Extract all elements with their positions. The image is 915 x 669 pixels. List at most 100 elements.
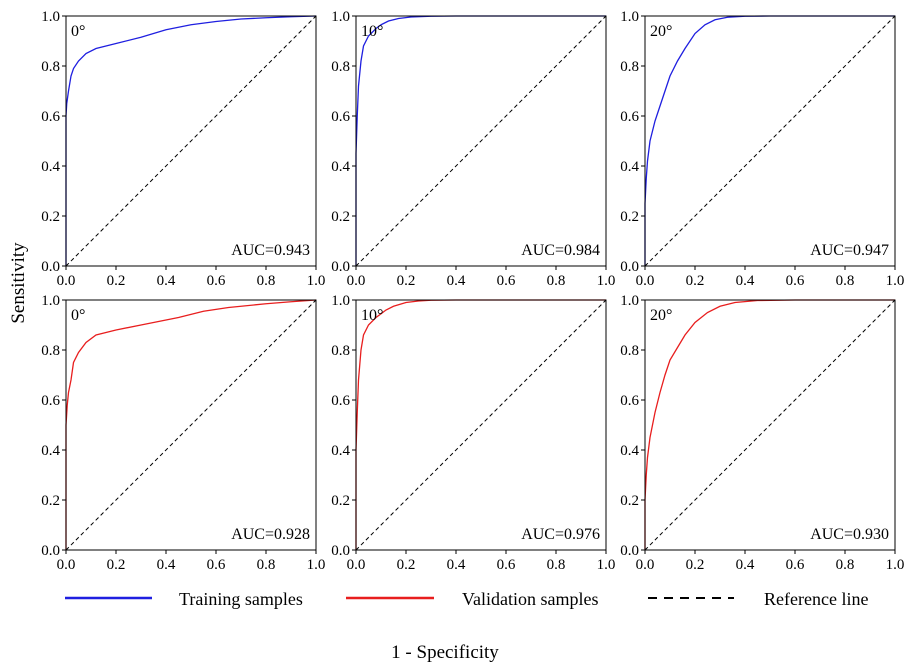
- reference-line-training-10: [355, 15, 607, 267]
- x-tick-label: 0.2: [686, 273, 705, 289]
- roc-panel-training-20: 0.0 0.2 0.4 0.6 0.8 1.0 0.0 0.2 0.4 0.6 0.8 1.0 20° A…: [620, 9, 904, 289]
- x-tick-label: 0.4: [736, 557, 755, 573]
- x-axis-label: 1 - Specificity: [391, 642, 499, 663]
- x-tick-label: 0.8: [257, 273, 276, 289]
- y-tick-label: 0.0: [331, 543, 350, 559]
- y-tick-label: 1.0: [620, 9, 639, 25]
- x-tick-label: 0.0: [636, 557, 655, 573]
- panels-group: 0.0 0.2 0.4 0.6 0.8 1.00.00.20.40.60.81.00°AU…: [41, 9, 904, 573]
- roc-panel-training-0: 0.0 0.2 0.4 0.6 0.8 1.0 0.0 0.2 0.4 0.6 0.8 1.0 0° AU…: [41, 9, 325, 289]
- auc-label: AUC=0.928: [231, 526, 310, 543]
- x-tick-label: 0.6: [786, 557, 805, 573]
- x-tick-label: 0.6: [207, 557, 226, 573]
- y-tick-label: 0.8: [331, 59, 350, 75]
- panel-angle-label: 0°: [71, 23, 85, 40]
- x-tick-label: 1.0: [307, 557, 326, 573]
- plot-frame: [355, 15, 607, 267]
- y-tick-label: 0.4: [620, 443, 639, 459]
- y-tick-label: 0.8: [331, 343, 350, 359]
- y-tick-label: 0.4: [41, 443, 60, 459]
- x-tick-label: 1.0: [597, 557, 616, 573]
- roc-panel-validation-20: 0.0 0.2 0.4 0.6 0.8 1.0 0.0 0.2 0.4 0.6 0.8 1.0 20° A…: [620, 293, 904, 573]
- y-tick-label: 0.6: [620, 393, 639, 409]
- panel-angle-label: 10°: [361, 23, 383, 40]
- legend-label-validation: Validation samples: [462, 589, 598, 609]
- x-tick-label: 0.8: [547, 557, 566, 573]
- x-tick-label: 0.2: [397, 557, 416, 573]
- x-tick-label: 0.6: [497, 557, 516, 573]
- roc-panel-validation-10: 0.0 0.2 0.4 0.6 0.8 1.0 0.0 0.2 0.4 0.6 0.8 1.0 10° A…: [331, 293, 615, 573]
- x-tick-label: 0.0: [57, 273, 76, 289]
- y-tick-label: 0.2: [331, 209, 350, 225]
- y-tick-label: 0.2: [41, 493, 60, 509]
- x-tick-label: 0.2: [107, 273, 126, 289]
- roc-curve-validation-0: [65, 299, 317, 550]
- x-tick-label: 0.8: [547, 273, 566, 289]
- y-tick-label: 0.6: [41, 109, 60, 125]
- panel-angle-label: 0°: [71, 307, 85, 324]
- panel-angle-label: 10°: [361, 307, 383, 324]
- auc-label: AUC=0.976: [521, 526, 600, 543]
- y-tick-label: 1.0: [331, 293, 350, 309]
- y-tick-label: 0.6: [41, 393, 60, 409]
- roc-curve-training-0: [65, 15, 317, 266]
- x-tick-label: 1.0: [597, 273, 616, 289]
- x-tick-label: 0.2: [107, 557, 126, 573]
- plot-frame: [65, 15, 317, 267]
- y-tick-label: 1.0: [620, 293, 639, 309]
- y-tick-label: 0.0: [41, 543, 60, 559]
- x-tick-label: 0.2: [686, 557, 705, 573]
- y-tick-label: 0.6: [620, 109, 639, 125]
- x-tick-label: 1.0: [307, 273, 326, 289]
- reference-line-training-20: [644, 15, 896, 267]
- auc-label: AUC=0.947: [810, 242, 889, 259]
- x-tick-label: 0.0: [347, 273, 366, 289]
- y-tick-label: 1.0: [331, 9, 350, 25]
- x-tick-label: 0.0: [636, 273, 655, 289]
- auc-label: AUC=0.930: [810, 526, 889, 543]
- legend-label-reference: Reference line: [764, 589, 868, 609]
- y-tick-label: 1.0: [41, 9, 60, 25]
- x-tick-label: 0.4: [157, 273, 176, 289]
- y-tick-label: 0.8: [41, 59, 60, 75]
- auc-label: AUC=0.984: [521, 242, 600, 259]
- y-tick-label: 0.4: [41, 159, 60, 175]
- reference-line-validation-0: [65, 299, 317, 551]
- auc-label: AUC=0.943: [231, 242, 310, 259]
- y-tick-label: 0.2: [620, 493, 639, 509]
- x-tick-label: 0.6: [497, 273, 516, 289]
- y-tick-label: 0.2: [331, 493, 350, 509]
- y-tick-label: 0.6: [331, 393, 350, 409]
- y-tick-label: 0.4: [620, 159, 639, 175]
- y-tick-label: 0.4: [331, 159, 350, 175]
- x-tick-label: 0.6: [207, 273, 226, 289]
- x-tick-label: 0.4: [157, 557, 176, 573]
- y-tick-label: 1.0: [41, 293, 60, 309]
- x-tick-label: 0.6: [786, 273, 805, 289]
- x-tick-label: 0.4: [736, 273, 755, 289]
- y-tick-label: 0.6: [331, 109, 350, 125]
- y-tick-label: 0.8: [620, 343, 639, 359]
- roc-curve-validation-20: [644, 299, 895, 550]
- roc-panel-training-10: 0.0 0.2 0.4 0.6 0.8 1.0 0.0 0.2 0.4 0.6 0.8 1.0 10° A…: [331, 9, 615, 289]
- y-tick-label: 0.8: [620, 59, 639, 75]
- y-tick-label: 0.0: [620, 543, 639, 559]
- y-tick-label: 0.8: [41, 343, 60, 359]
- panel-angle-label: 20°: [650, 307, 672, 324]
- y-axis-label: Sensitivity: [8, 242, 29, 324]
- legend: Training samples Validation samples Refe…: [65, 589, 868, 609]
- y-tick-label: 0.0: [620, 259, 639, 275]
- x-tick-label: 0.8: [836, 557, 855, 573]
- x-tick-label: 0.2: [397, 273, 416, 289]
- y-tick-label: 0.2: [41, 209, 60, 225]
- x-tick-label: 0.8: [257, 557, 276, 573]
- reference-line-validation-20: [644, 299, 896, 551]
- legend-label-training: Training samples: [179, 589, 303, 609]
- plot-frame: [644, 15, 896, 267]
- reference-line-validation-10: [355, 299, 607, 551]
- x-tick-label: 0.0: [57, 557, 76, 573]
- x-tick-label: 0.4: [447, 557, 466, 573]
- plot-frame: [65, 299, 317, 551]
- x-tick-label: 1.0: [886, 273, 905, 289]
